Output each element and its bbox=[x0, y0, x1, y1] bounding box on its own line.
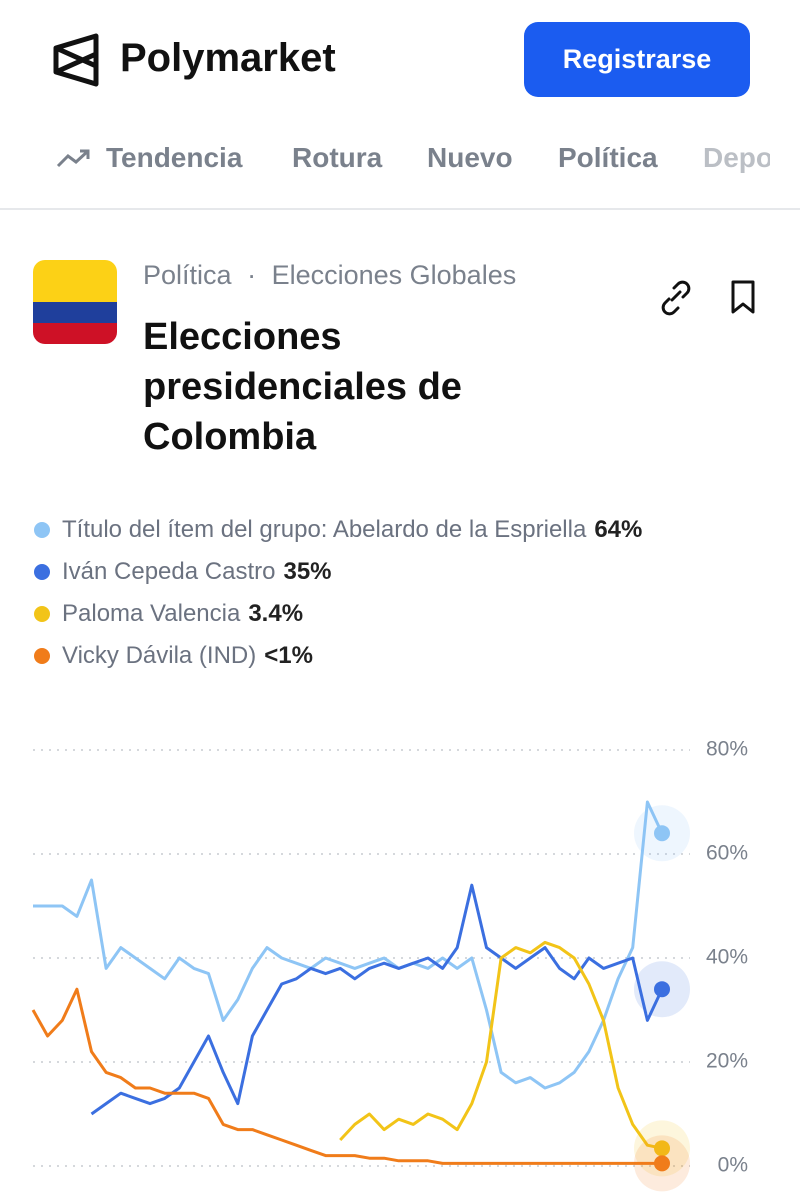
y-tick-label: 0% bbox=[718, 1154, 748, 1177]
legend-swatch bbox=[34, 522, 50, 538]
legend-value: 35% bbox=[283, 558, 332, 585]
series-line bbox=[339, 940, 663, 1150]
legend-label: Paloma Valencia bbox=[62, 600, 241, 627]
category[interactable]: Política bbox=[143, 260, 232, 290]
legend-swatch bbox=[34, 606, 50, 622]
nav-bar: Tendencia Rotura Nuevo Política Depo bbox=[0, 138, 770, 182]
legend-label: Iván Cepeda Castro bbox=[62, 558, 276, 585]
end-dot bbox=[654, 825, 670, 842]
nav-item[interactable]: Depo bbox=[703, 142, 770, 173]
legend-item[interactable]: Vicky Dávila (IND) <1% bbox=[34, 642, 313, 670]
series-line bbox=[90, 883, 664, 1116]
chart: 0% 20% 40% 60% 80% bbox=[31, 738, 748, 1192]
legend-swatch bbox=[34, 648, 50, 664]
end-dot bbox=[654, 981, 670, 998]
signup-button[interactable]: Registrarse bbox=[524, 22, 750, 97]
y-tick-label: 80% bbox=[706, 738, 748, 761]
nav-item[interactable]: Nuevo bbox=[427, 142, 513, 173]
legend-item[interactable]: Paloma Valencia 3.4% bbox=[34, 600, 303, 628]
subcategory[interactable]: Elecciones Globales bbox=[271, 260, 517, 290]
separator: · bbox=[247, 260, 257, 290]
series-line bbox=[33, 800, 664, 1090]
divider bbox=[0, 208, 800, 210]
nav-item[interactable]: Tendencia bbox=[106, 142, 243, 173]
nav-item[interactable]: Rotura bbox=[292, 142, 383, 173]
legend-swatch bbox=[34, 564, 50, 580]
legend-value: <1% bbox=[264, 642, 313, 669]
breadcrumbs: Política · Elecciones Globales bbox=[143, 260, 516, 291]
y-tick-label: 40% bbox=[706, 946, 748, 969]
series-line bbox=[31, 987, 662, 1165]
y-tick-label: 60% bbox=[706, 842, 748, 865]
nav-item[interactable]: Política bbox=[558, 142, 658, 173]
logo bbox=[53, 33, 99, 87]
legend-label: Título del ítem del grupo: Abelardo de l… bbox=[62, 516, 587, 543]
bookmark-icon[interactable] bbox=[726, 278, 762, 318]
trend-icon bbox=[56, 149, 90, 168]
legend-item[interactable]: Iván Cepeda Castro 35% bbox=[34, 558, 332, 586]
link-icon[interactable] bbox=[656, 278, 696, 318]
legend-item[interactable]: Título del ítem del grupo: Abelardo de l… bbox=[34, 516, 642, 544]
end-dot bbox=[654, 1140, 670, 1157]
legend-label: Vicky Dávila (IND) bbox=[62, 642, 257, 669]
flag bbox=[33, 260, 117, 344]
brand: Polymarket bbox=[120, 36, 336, 80]
y-tick-label: 20% bbox=[706, 1050, 748, 1073]
legend-value: 3.4% bbox=[248, 600, 304, 627]
market-title: Elecciones presidenciales de Colombia bbox=[143, 316, 462, 458]
end-dot bbox=[654, 1155, 670, 1172]
legend-value: 64% bbox=[594, 516, 643, 543]
